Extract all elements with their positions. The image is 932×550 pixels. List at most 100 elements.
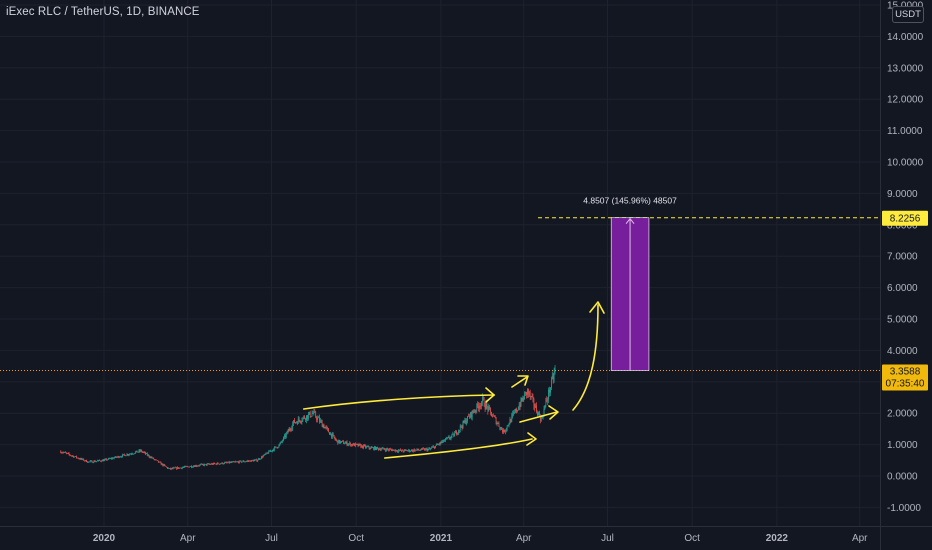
candle-body <box>406 450 408 452</box>
candle-body <box>127 454 129 456</box>
candle-body <box>208 463 210 465</box>
candle-body <box>201 463 202 465</box>
candle-body <box>206 463 208 466</box>
candle-body <box>333 435 335 438</box>
candle-body <box>370 447 372 449</box>
candle-body <box>321 421 323 427</box>
candle-body <box>400 449 402 451</box>
candle-body <box>239 460 241 462</box>
candle-body <box>245 461 247 463</box>
candle-body <box>94 460 96 462</box>
candle-body <box>452 433 454 435</box>
candle-body <box>339 439 340 444</box>
candle-body <box>134 451 136 454</box>
candle-body <box>155 459 156 461</box>
price-axis-border <box>880 0 881 550</box>
candle-body <box>289 428 291 430</box>
candle-body <box>404 449 406 451</box>
price-label: 2.0000 <box>887 409 918 420</box>
candle-body <box>114 456 116 458</box>
candle-body <box>490 408 491 412</box>
projection-arrow <box>572 304 599 411</box>
candle-body <box>552 375 554 380</box>
candle-body <box>79 458 81 460</box>
time-label: Oct <box>684 533 700 544</box>
candle-body <box>98 460 99 461</box>
candle-body <box>425 448 427 450</box>
candle-body <box>158 461 160 463</box>
candle-body <box>174 467 176 469</box>
candle-body <box>347 444 349 446</box>
candle-body <box>517 409 519 411</box>
candle-body <box>508 424 510 426</box>
candle-body <box>460 425 462 427</box>
candle-body <box>469 416 470 418</box>
candle-body <box>236 461 237 463</box>
candle-body <box>186 466 188 468</box>
candle-body <box>319 420 321 422</box>
candle-body <box>445 438 446 441</box>
candle-body <box>249 460 250 462</box>
candle-body <box>177 467 178 469</box>
candle-body <box>355 443 357 445</box>
candle-body <box>483 398 485 407</box>
candle-body <box>368 446 370 449</box>
candle-body <box>400 449 401 451</box>
candle-body <box>297 418 299 424</box>
time-label: Jul <box>265 533 278 544</box>
candle-body <box>121 456 122 458</box>
candle-body <box>409 449 410 452</box>
candle-body <box>279 443 281 445</box>
candle-body <box>203 464 205 466</box>
currency-button[interactable]: USDT <box>892 6 924 23</box>
candle-body <box>548 389 549 400</box>
lower-trend-arrow-head <box>526 432 537 446</box>
axis-layer: 15.000014.000013.000012.000011.000010.00… <box>93 1 928 544</box>
candle-body <box>191 466 192 468</box>
candle-body <box>471 410 473 418</box>
measure-arrowhead <box>625 217 635 225</box>
candle-body <box>145 453 147 455</box>
candle-body <box>282 440 283 442</box>
candle-body <box>261 456 262 459</box>
candle-body <box>344 442 346 444</box>
candle-body <box>181 467 183 469</box>
candle-body <box>162 463 164 466</box>
candle-body <box>489 406 491 409</box>
candle-body <box>260 458 261 460</box>
small-up-arrow-head <box>517 375 529 386</box>
candle-body <box>212 463 213 465</box>
candle-body <box>330 433 331 435</box>
candle-body <box>96 461 97 462</box>
candle-body <box>301 420 303 422</box>
price-label: 10.0000 <box>887 158 924 169</box>
candle-body <box>285 433 287 437</box>
candle-body <box>256 459 258 462</box>
candle-body <box>481 402 482 407</box>
candle-body <box>450 436 452 439</box>
candle-body <box>238 461 239 463</box>
candle-body <box>76 457 78 459</box>
candle-body <box>493 415 494 417</box>
candle-body <box>497 423 499 424</box>
candle-body <box>514 412 515 414</box>
candle-body <box>287 430 289 432</box>
candle-body <box>306 415 307 421</box>
candle-body <box>286 430 288 434</box>
candle-body <box>204 463 206 465</box>
candle-body <box>389 449 391 450</box>
candle-body <box>211 463 213 465</box>
small-up-arrow <box>511 376 528 388</box>
candle-body <box>240 460 242 463</box>
candle-body <box>246 461 248 462</box>
candle-body <box>215 463 216 465</box>
time-label: 2022 <box>766 533 789 544</box>
chart-title: iExec RLC / TetherUS, 1D, BINANCE <box>6 6 200 18</box>
candle-body <box>543 408 545 416</box>
candle-body <box>264 454 266 455</box>
candle-body <box>86 460 87 463</box>
price-label: 11.0000 <box>887 126 923 137</box>
candle-body <box>142 451 144 453</box>
